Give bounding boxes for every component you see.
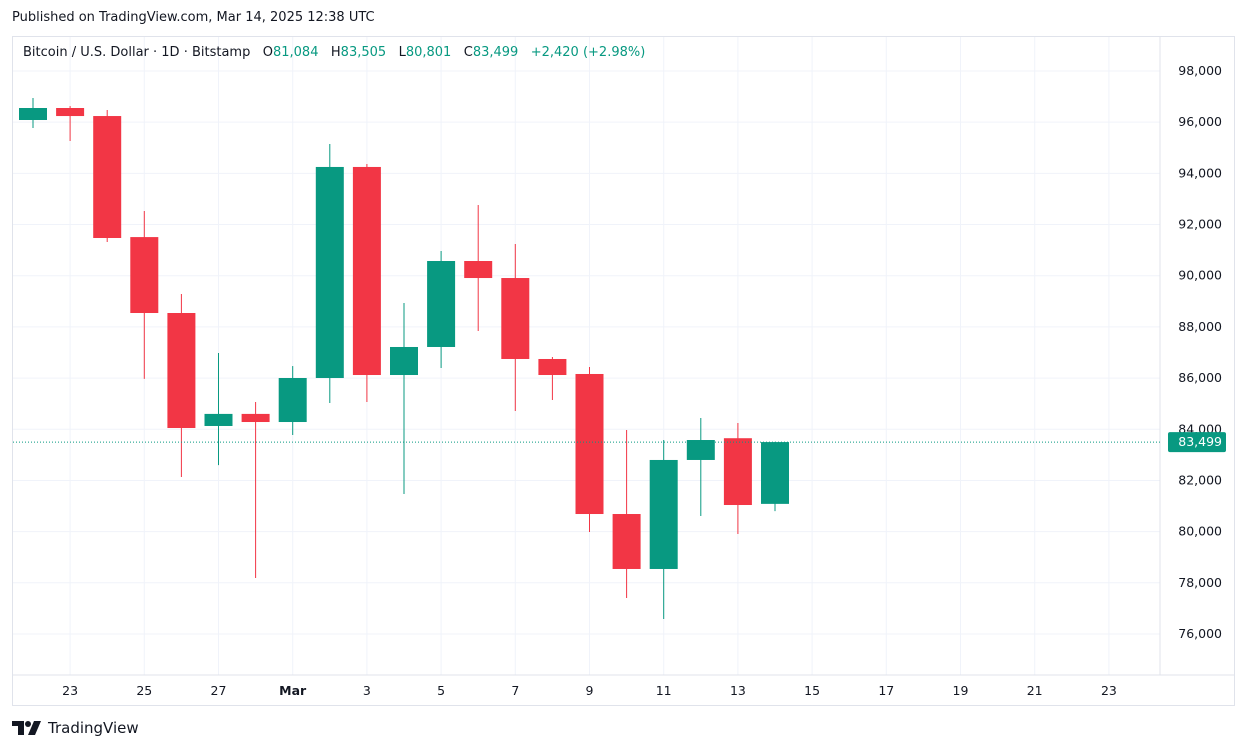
symbol-title: Bitcoin / U.S. Dollar · 1D · Bitstamp <box>23 45 251 60</box>
price-tick-label: 92,000 <box>1178 217 1222 232</box>
candle-body-up <box>204 413 233 426</box>
candle-body-down <box>130 237 159 314</box>
candle-body-up <box>278 378 307 423</box>
published-caption: Published on TradingView.com, Mar 14, 20… <box>12 10 375 25</box>
candle-body-down <box>612 514 641 569</box>
candle-body-up <box>390 346 418 376</box>
time-tick-label: 9 <box>586 683 594 698</box>
time-tick-label: 23 <box>1101 683 1117 698</box>
candle-body-down <box>723 438 752 506</box>
time-tick-label: 27 <box>211 683 227 698</box>
price-tick-label: 88,000 <box>1178 319 1222 334</box>
low-label: L <box>398 45 406 60</box>
price-tick-label: 94,000 <box>1178 165 1222 180</box>
time-tick-label: 13 <box>730 683 746 698</box>
candle-body-down <box>464 261 493 279</box>
time-tick-label: 21 <box>1027 683 1043 698</box>
time-tick-label: Mar <box>279 683 307 698</box>
candle-body-down <box>501 278 530 359</box>
price-tick-label: 90,000 <box>1178 268 1222 283</box>
time-tick-label: 11 <box>656 683 672 698</box>
candle-body-down <box>575 373 604 515</box>
candle-body-up <box>427 261 456 347</box>
last-price-label: 83,499 <box>1178 434 1222 449</box>
candle-body-up <box>649 459 678 569</box>
close-label: C <box>463 45 473 60</box>
open-label: O <box>262 45 273 60</box>
open-value: 81,084 <box>272 45 319 60</box>
time-tick-label: 19 <box>953 683 969 698</box>
high-value: 83,505 <box>340 45 387 60</box>
symbol-legend: Bitcoin / U.S. Dollar · 1D · Bitstamp O8… <box>23 45 645 60</box>
price-tick-label: 80,000 <box>1178 524 1222 539</box>
close-value: 83,499 <box>472 45 519 60</box>
candle-body-up <box>761 442 789 504</box>
change-value: +2,420 (+2.98%) <box>530 45 646 60</box>
candle-body-down <box>241 413 270 423</box>
price-tick-label: 76,000 <box>1178 626 1222 641</box>
candle-body-down <box>93 116 122 239</box>
price-tick-label: 98,000 <box>1178 63 1222 78</box>
time-tick-label: 7 <box>511 683 519 698</box>
candle-body-down <box>167 313 196 429</box>
time-tick-label: 3 <box>363 683 371 698</box>
last-price-badge <box>1168 432 1226 453</box>
price-tick-label: 96,000 <box>1178 114 1222 129</box>
tradingview-brand[interactable]: TradingView <box>12 719 139 737</box>
candle-body-down <box>56 108 85 117</box>
low-value: 80,801 <box>405 45 452 60</box>
time-tick-label: 23 <box>62 683 78 698</box>
time-tick-label: 5 <box>437 683 445 698</box>
time-tick-label: 15 <box>804 683 820 698</box>
candle-body-up <box>19 108 47 121</box>
high-label: H <box>330 45 341 60</box>
price-tick-label: 82,000 <box>1178 472 1222 487</box>
candle-body-up <box>686 440 715 460</box>
brand-name: TradingView <box>48 719 139 737</box>
candle-body-down <box>352 166 381 376</box>
candle-body-down <box>538 358 567 376</box>
candle-body-up <box>315 166 344 379</box>
time-tick-label: 25 <box>136 683 152 698</box>
price-tick-label: 86,000 <box>1178 370 1222 385</box>
time-tick-label: 17 <box>878 683 894 698</box>
price-tick-label: 78,000 <box>1178 575 1222 590</box>
chart-frame <box>12 36 1235 706</box>
tradingview-logo-icon <box>12 721 41 735</box>
